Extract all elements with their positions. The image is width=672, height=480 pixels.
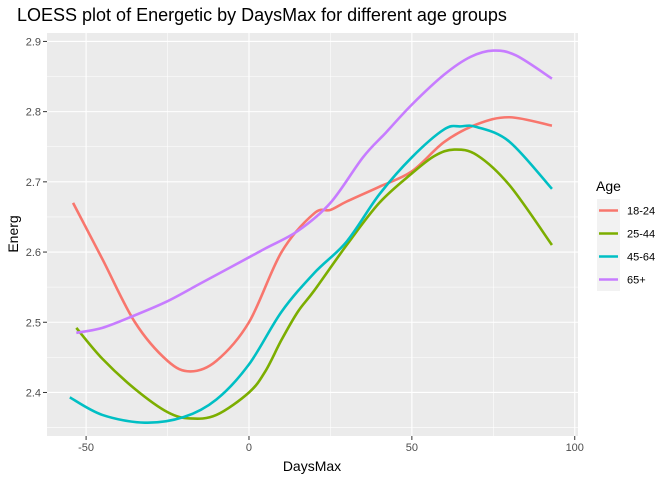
x-tick-label: 100 bbox=[566, 442, 584, 454]
legend-label-25-44: 25-44 bbox=[627, 229, 655, 241]
minor-grid bbox=[47, 33, 578, 436]
y-tick-label: 2.6 bbox=[26, 247, 41, 259]
y-axis-ticks: 2.4 2.5 2.6 2.7 2.8 2.9 bbox=[26, 36, 47, 399]
legend-title: Age bbox=[596, 178, 621, 194]
legend-label-45-64: 45-64 bbox=[627, 252, 655, 264]
series-line-45-64 bbox=[69, 124, 553, 424]
x-tick-label: -50 bbox=[78, 442, 94, 454]
legend: Age 18-24 25-44 45-64 65+ bbox=[596, 178, 655, 291]
chart-title: LOESS plot of Energetic by DaysMax for d… bbox=[17, 5, 507, 25]
series-lines bbox=[69, 49, 553, 424]
y-tick-label: 2.5 bbox=[26, 317, 41, 329]
major-grid bbox=[47, 33, 578, 436]
legend-label-65+: 65+ bbox=[627, 275, 646, 287]
y-tick-label: 2.7 bbox=[26, 177, 41, 189]
legend-items: 18-24 25-44 45-64 65+ bbox=[597, 199, 655, 291]
x-tick-label: 0 bbox=[246, 442, 252, 454]
plot-panel bbox=[47, 33, 578, 436]
y-tick-label: 2.8 bbox=[26, 107, 41, 119]
series-line-65+ bbox=[76, 49, 553, 335]
y-axis-title: Energ bbox=[5, 215, 21, 252]
x-axis-ticks: -50 0 50 100 bbox=[78, 436, 584, 454]
y-tick-label: 2.9 bbox=[26, 36, 41, 48]
x-axis-title: DaysMax bbox=[283, 458, 341, 474]
x-tick-label: 50 bbox=[406, 442, 418, 454]
series-line-18-24 bbox=[71, 115, 553, 373]
legend-label-18-24: 18-24 bbox=[627, 206, 655, 218]
y-tick-label: 2.4 bbox=[26, 387, 41, 399]
series-line-25-44 bbox=[75, 148, 553, 421]
